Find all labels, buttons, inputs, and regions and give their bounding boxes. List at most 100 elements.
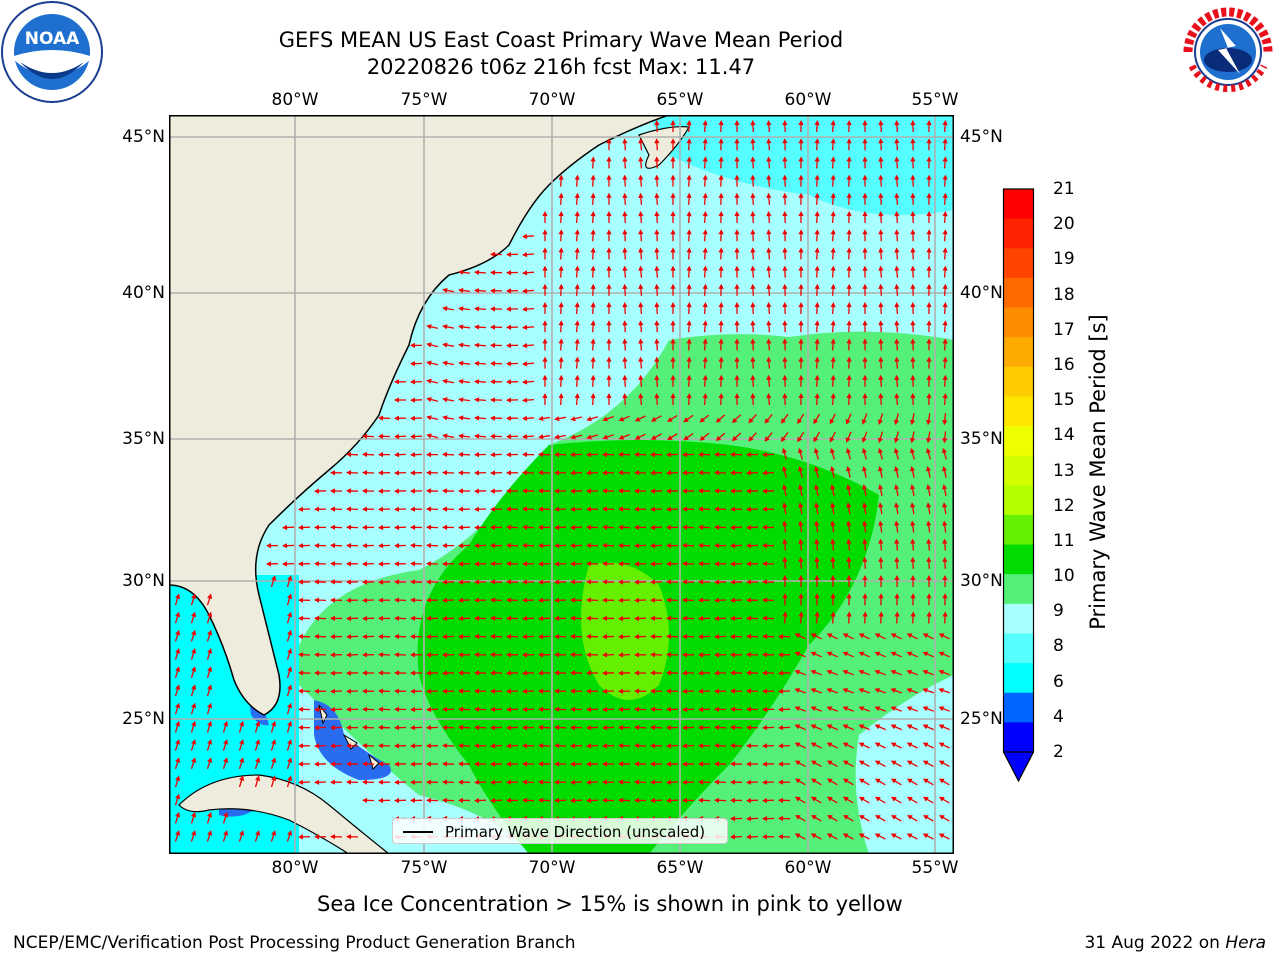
wave-direction-arrowhead — [458, 524, 464, 531]
wave-direction-arrowhead — [394, 488, 400, 494]
wave-direction-arrowhead — [795, 796, 801, 802]
wave-direction-arrowhead — [814, 192, 820, 198]
wave-direction-arrowhead — [474, 433, 480, 439]
wave-direction-arrowhead — [798, 229, 804, 235]
wave-direction-arrowhead — [698, 524, 704, 530]
wave-direction-arrowhead — [942, 438, 948, 444]
colorbar-cell — [1003, 633, 1034, 664]
wave-direction-arrowhead — [650, 652, 656, 658]
wave-direction-arrowhead — [314, 670, 319, 676]
wave-direction-arrowhead — [330, 634, 335, 640]
wave-direction-arrowhead — [746, 506, 752, 512]
wave-direction-arrowhead — [750, 320, 756, 326]
wave-direction-arrowhead — [910, 283, 916, 289]
wave-direction-arrowhead — [910, 393, 916, 399]
wave-direction-arrowhead — [506, 452, 512, 458]
wave-direction-arrowhead — [718, 374, 724, 380]
wave-direction-arrowhead — [542, 211, 548, 216]
wave-direction-arrowhead — [922, 688, 928, 693]
wave-direction-arrowhead — [410, 379, 416, 385]
wave-direction-arrowhead — [474, 706, 480, 712]
wave-direction-arrowhead — [682, 488, 687, 494]
wave-direction-arrowhead — [362, 579, 368, 585]
wave-direction-arrowhead — [942, 484, 948, 490]
wave-direction-arrowhead — [878, 466, 884, 472]
wave-direction-arrowhead — [442, 670, 448, 676]
wave-direction-arrowhead — [942, 593, 948, 599]
wave-direction-arrowhead — [923, 778, 929, 784]
wave-direction-arrowhead — [734, 120, 740, 125]
wave-direction-arrowhead — [314, 524, 319, 530]
wave-direction-arrowhead — [910, 211, 916, 217]
lat-tick-left-40n: 40°N — [122, 283, 165, 303]
wave-direction-arrowhead — [714, 634, 720, 640]
wave-direction-arrowhead — [782, 466, 788, 472]
wave-direction-arrowhead — [586, 524, 591, 530]
wave-direction-arrowhead — [622, 211, 628, 217]
wave-direction-arrowhead — [586, 743, 592, 749]
wave-direction-arrowhead — [558, 338, 564, 344]
wave-direction-arrowhead — [410, 797, 415, 803]
wave-direction-arrowhead — [490, 543, 495, 549]
wave-direction-arrowhead — [207, 757, 213, 763]
wave-direction-arrowhead — [558, 374, 564, 380]
wave-direction-arrowhead — [942, 338, 948, 344]
wave-direction-arrowhead — [939, 778, 945, 784]
colorbar-tick-label: 8 — [1053, 636, 1064, 657]
wave-direction-arrowhead — [490, 452, 496, 458]
wave-direction-arrowhead — [846, 174, 852, 180]
wave-direction-arrowhead — [906, 833, 913, 839]
wave-direction-arrowhead — [762, 688, 767, 694]
wave-direction-arrowhead — [734, 320, 740, 326]
wave-direction-arrowhead — [766, 247, 772, 253]
wave-direction-arrowhead — [750, 283, 756, 289]
wave-direction-arrowhead — [702, 302, 708, 308]
wave-direction-arrowhead — [314, 579, 320, 585]
wave-direction-arrowhead — [362, 597, 368, 603]
wave-direction-arrowhead — [894, 120, 900, 126]
wave-direction-arrowhead — [654, 356, 660, 362]
wave-direction-arrowhead — [874, 742, 881, 748]
wave-direction-arrowhead — [522, 524, 528, 530]
wave-direction-arrowhead — [814, 265, 820, 271]
wave-direction-arrowhead — [798, 265, 804, 271]
wave-direction-arrowhead — [602, 797, 608, 803]
wave-direction-arrowhead — [522, 597, 527, 603]
wave-direction-arrowhead — [622, 247, 628, 253]
wave-direction-arrowhead — [654, 338, 660, 344]
colorbar-cell — [1003, 722, 1034, 753]
wave-direction-arrowhead — [506, 561, 512, 567]
wave-direction-arrowhead — [686, 156, 692, 162]
wave-direction-arrowhead — [426, 670, 432, 676]
wave-direction-arrowhead — [926, 419, 932, 426]
wave-direction-arrowhead — [654, 302, 660, 308]
wave-direction-arrowhead — [538, 524, 543, 530]
wave-direction-arrowhead — [442, 706, 447, 712]
wave-direction-arrowhead — [778, 706, 784, 713]
wave-direction-arrowhead — [890, 760, 897, 766]
wave-direction-arrowhead — [890, 633, 897, 639]
wave-direction-arrowhead — [602, 688, 608, 694]
wave-direction-arrowhead — [394, 633, 400, 640]
wave-direction-arrowhead — [942, 247, 948, 253]
wave-direction-arrowhead — [574, 374, 580, 380]
colorbar-tick-label: 20 — [1053, 214, 1075, 235]
wave-direction-arrowhead — [730, 652, 735, 658]
wave-direction-arrowhead — [426, 524, 432, 530]
wave-direction-arrowhead — [542, 338, 548, 344]
wave-direction-arrowhead — [522, 779, 528, 785]
wave-direction-arrowhead — [506, 761, 512, 767]
wave-direction-arrowhead — [730, 561, 736, 567]
wave-direction-arrowhead — [410, 779, 416, 785]
wave-direction-arrowhead — [670, 120, 676, 125]
wave-direction-arrowhead — [314, 652, 320, 658]
wave-direction-arrowhead — [698, 488, 704, 494]
wave-direction-arrowhead — [474, 415, 480, 421]
wave-direction-arrowhead — [570, 561, 575, 567]
wave-direction-arrowhead — [670, 283, 676, 289]
wave-direction-arrowhead — [586, 452, 592, 458]
wave-direction-arrowhead — [622, 338, 628, 344]
wave-direction-arrowhead — [910, 611, 916, 617]
wave-direction-arrowhead — [926, 192, 932, 198]
wave-direction-arrowhead — [910, 520, 916, 526]
